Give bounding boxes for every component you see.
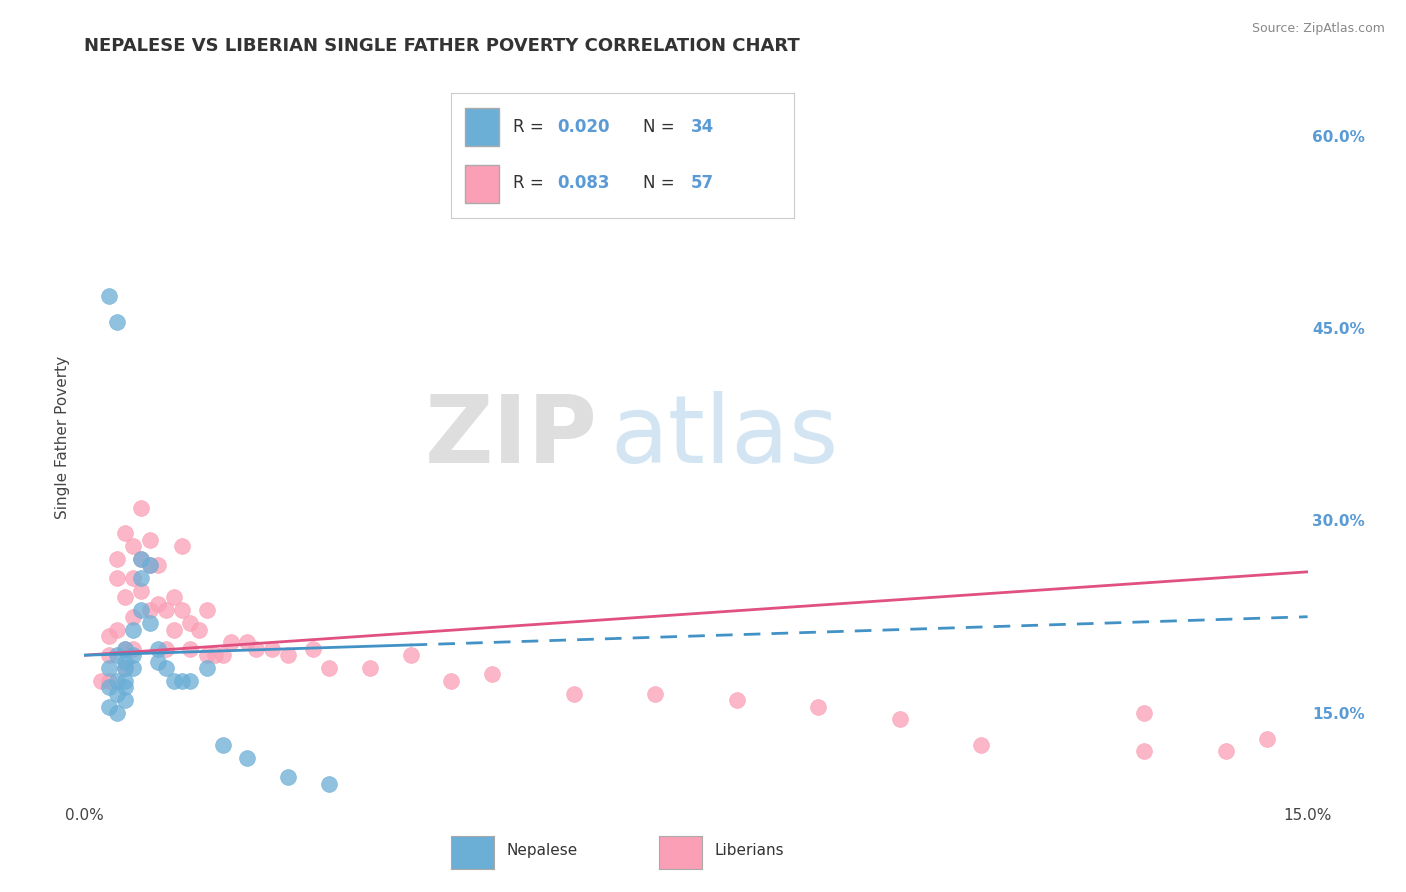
Point	[122, 648, 145, 663]
Point	[138, 616, 160, 631]
Point	[138, 603, 160, 617]
Point	[114, 591, 136, 605]
Point	[114, 526, 136, 541]
Point	[97, 681, 120, 695]
Point	[146, 597, 169, 611]
Point	[131, 552, 153, 566]
Point	[122, 641, 145, 656]
Point	[440, 673, 463, 688]
Point	[187, 623, 209, 637]
Point	[97, 673, 120, 688]
Point	[97, 661, 120, 675]
Point	[131, 603, 153, 617]
Point	[131, 552, 153, 566]
Point	[236, 635, 259, 649]
Point	[155, 603, 177, 617]
Point	[114, 641, 136, 656]
Point	[105, 706, 128, 720]
Point	[318, 776, 340, 790]
Point	[644, 687, 666, 701]
Point	[301, 641, 323, 656]
Point	[807, 699, 830, 714]
Point	[97, 289, 120, 303]
Point	[889, 712, 911, 726]
Point	[359, 661, 381, 675]
Point	[122, 571, 145, 585]
Point	[131, 571, 153, 585]
Point	[1133, 744, 1156, 758]
Point	[195, 661, 218, 675]
Point	[105, 648, 128, 663]
Point	[481, 667, 503, 681]
Point	[172, 603, 194, 617]
Point	[122, 609, 145, 624]
Point	[90, 673, 112, 688]
Point	[163, 623, 186, 637]
Point	[122, 539, 145, 553]
Point	[105, 673, 128, 688]
Point	[114, 655, 136, 669]
Point	[399, 648, 422, 663]
Point	[204, 648, 226, 663]
Point	[105, 687, 128, 701]
Y-axis label: Single Father Poverty: Single Father Poverty	[55, 356, 70, 518]
Point	[1215, 744, 1237, 758]
Point	[562, 687, 585, 701]
Point	[195, 648, 218, 663]
Point	[114, 661, 136, 675]
Point	[138, 558, 160, 573]
Point	[277, 770, 299, 784]
Point	[236, 751, 259, 765]
Point	[138, 533, 160, 547]
Point	[172, 539, 194, 553]
Point	[114, 673, 136, 688]
Point	[195, 603, 218, 617]
Point	[179, 641, 201, 656]
Point	[155, 641, 177, 656]
Point	[970, 738, 993, 752]
Point	[131, 500, 153, 515]
Point	[146, 641, 169, 656]
Point	[105, 315, 128, 329]
Point	[105, 552, 128, 566]
Point	[138, 558, 160, 573]
Point	[146, 655, 169, 669]
Point	[212, 648, 235, 663]
Text: ZIP: ZIP	[425, 391, 598, 483]
Point	[1133, 706, 1156, 720]
Point	[277, 648, 299, 663]
Point	[105, 623, 128, 637]
Point	[219, 635, 242, 649]
Point	[105, 571, 128, 585]
Point	[131, 584, 153, 599]
Text: NEPALESE VS LIBERIAN SINGLE FATHER POVERTY CORRELATION CHART: NEPALESE VS LIBERIAN SINGLE FATHER POVER…	[84, 37, 800, 54]
Text: Source: ZipAtlas.com: Source: ZipAtlas.com	[1251, 22, 1385, 36]
Point	[163, 591, 186, 605]
Point	[114, 641, 136, 656]
Point	[97, 629, 120, 643]
Point	[97, 648, 120, 663]
Point	[114, 681, 136, 695]
Point	[122, 661, 145, 675]
Point	[146, 558, 169, 573]
Point	[1256, 731, 1278, 746]
Point	[97, 699, 120, 714]
Point	[155, 661, 177, 675]
Point	[114, 661, 136, 675]
Text: Nepalese: Nepalese	[506, 843, 578, 858]
Point	[114, 693, 136, 707]
Point	[122, 623, 145, 637]
Point	[245, 641, 267, 656]
Point	[212, 738, 235, 752]
Point	[172, 673, 194, 688]
Text: Liberians: Liberians	[714, 843, 785, 858]
Text: atlas: atlas	[610, 391, 838, 483]
Point	[179, 616, 201, 631]
Point	[318, 661, 340, 675]
Point	[179, 673, 201, 688]
Point	[725, 693, 748, 707]
Point	[163, 673, 186, 688]
Point	[260, 641, 283, 656]
